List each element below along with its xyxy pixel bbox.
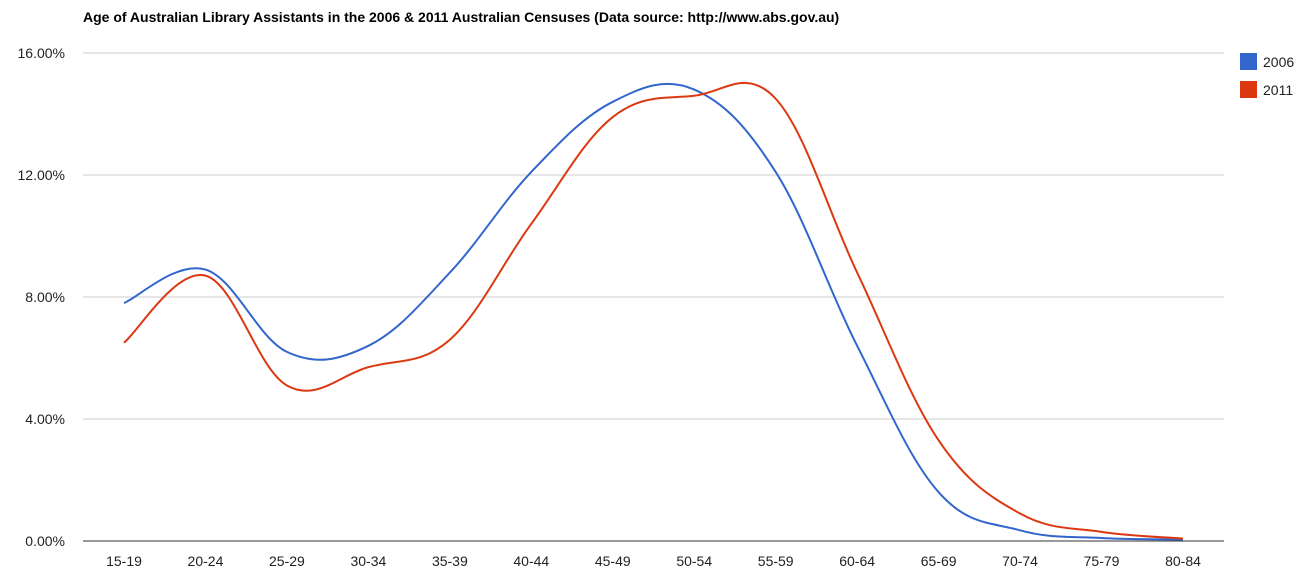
- legend-swatch-2011: [1240, 81, 1257, 98]
- x-tick-label: 20-24: [188, 553, 224, 569]
- legend-swatch-2006: [1240, 53, 1257, 70]
- series-line-2011: [123, 81, 1184, 540]
- x-tick-label: 15-19: [106, 553, 142, 569]
- x-tick-label: 60-64: [839, 553, 875, 569]
- y-axis: 0.00% 4.00% 8.00% 12.00% 16.00%: [18, 45, 65, 549]
- x-tick-label: 50-54: [676, 553, 712, 569]
- legend-label-2006: 2006: [1263, 54, 1294, 70]
- y-tick-label: 0.00%: [25, 533, 65, 549]
- x-tick-label: 80-84: [1165, 553, 1201, 569]
- series-lines: [123, 81, 1184, 541]
- x-tick-label: 25-29: [269, 553, 305, 569]
- x-tick-label: 65-69: [921, 553, 957, 569]
- x-tick-label: 30-34: [350, 553, 386, 569]
- gridlines: [83, 52, 1224, 542]
- x-tick-label: 55-59: [758, 553, 794, 569]
- series-line-2006: [123, 82, 1184, 541]
- legend: 2006 2011: [1240, 53, 1294, 98]
- y-tick-label: 4.00%: [25, 411, 65, 427]
- x-tick-label: 35-39: [432, 553, 468, 569]
- x-tick-label: 75-79: [1084, 553, 1120, 569]
- x-tick-label: 40-44: [513, 553, 549, 569]
- chart-title: Age of Australian Library Assistants in …: [83, 9, 839, 25]
- y-tick-label: 16.00%: [18, 45, 65, 61]
- x-axis: 15-19 20-24 25-29 30-34 35-39 40-44 45-49 50-54…: [106, 553, 1201, 569]
- y-tick-label: 12.00%: [18, 167, 65, 183]
- legend-label-2011: 2011: [1263, 82, 1293, 98]
- x-tick-label: 45-49: [595, 553, 631, 569]
- y-tick-label: 8.00%: [25, 289, 65, 305]
- x-tick-label: 70-74: [1002, 553, 1038, 569]
